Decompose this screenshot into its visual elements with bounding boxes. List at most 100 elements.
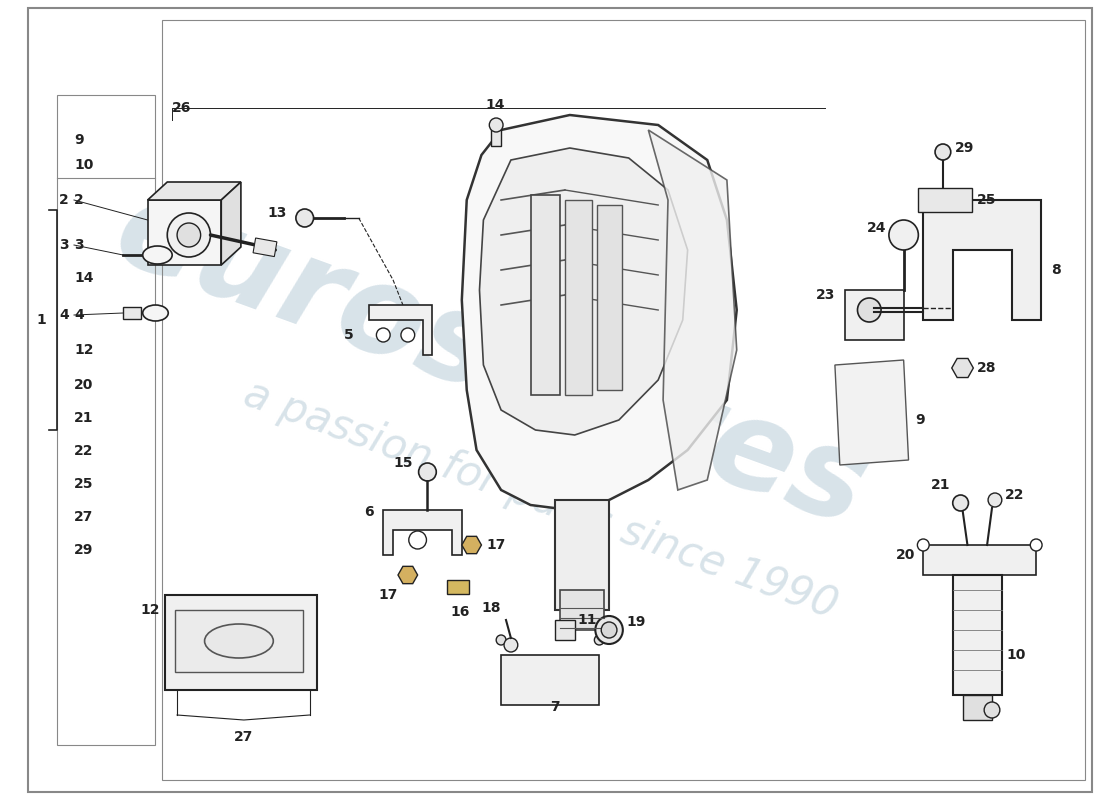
Circle shape (988, 493, 1002, 507)
Bar (492, 128, 502, 146)
Text: 2: 2 (59, 193, 69, 207)
Bar (123, 307, 141, 319)
Polygon shape (462, 115, 737, 510)
Text: 16: 16 (450, 605, 470, 619)
Text: 9: 9 (74, 133, 84, 147)
Bar (962, 695, 992, 720)
Bar (253, 238, 277, 257)
Circle shape (889, 220, 918, 250)
Text: 9: 9 (915, 413, 925, 427)
Text: 3: 3 (74, 238, 84, 252)
Bar (560, 590, 604, 630)
Text: 12: 12 (141, 603, 161, 617)
Text: 17: 17 (486, 538, 506, 552)
Polygon shape (368, 305, 432, 355)
Bar (597, 205, 622, 390)
Circle shape (917, 539, 930, 551)
Ellipse shape (143, 246, 173, 264)
Circle shape (167, 213, 210, 257)
Text: 10: 10 (74, 158, 94, 172)
Polygon shape (918, 188, 972, 212)
Text: 4: 4 (59, 308, 69, 322)
Text: 20: 20 (896, 548, 915, 562)
Text: 27: 27 (74, 510, 94, 524)
Bar (565, 200, 593, 395)
Circle shape (984, 702, 1000, 718)
Circle shape (490, 118, 503, 132)
Text: 24: 24 (867, 221, 886, 235)
Circle shape (296, 209, 314, 227)
Bar (556, 500, 609, 610)
Text: 21: 21 (932, 478, 950, 492)
Bar (147, 200, 221, 265)
Text: 4: 4 (74, 308, 84, 322)
Bar (953, 575, 1002, 695)
Polygon shape (845, 290, 903, 340)
Ellipse shape (143, 305, 168, 321)
Polygon shape (462, 536, 482, 554)
Text: 6: 6 (364, 505, 373, 519)
Text: eurospares: eurospares (99, 168, 883, 552)
Bar (923, 545, 1036, 575)
Bar (530, 195, 560, 395)
Bar (556, 620, 574, 640)
Text: 15: 15 (393, 456, 412, 470)
Circle shape (858, 298, 881, 322)
Circle shape (1031, 539, 1042, 551)
Text: 13: 13 (267, 206, 287, 220)
Text: 18: 18 (482, 601, 502, 615)
Text: 1: 1 (36, 313, 46, 327)
Text: 14: 14 (74, 271, 94, 285)
Text: 25: 25 (977, 193, 997, 207)
Text: 10: 10 (1006, 648, 1026, 662)
Polygon shape (952, 358, 974, 378)
Text: 14: 14 (485, 98, 505, 112)
Text: 12: 12 (74, 343, 94, 357)
Text: 29: 29 (74, 543, 94, 557)
Circle shape (953, 495, 968, 511)
Circle shape (400, 328, 415, 342)
Polygon shape (923, 200, 1041, 320)
Polygon shape (835, 360, 909, 465)
Text: 2: 2 (74, 193, 84, 207)
Circle shape (504, 638, 518, 652)
Text: 21: 21 (74, 411, 94, 425)
Text: 23: 23 (815, 288, 835, 302)
Polygon shape (398, 566, 418, 584)
Bar (165, 595, 318, 690)
Text: 22: 22 (1004, 488, 1024, 502)
Ellipse shape (205, 624, 273, 658)
Text: 22: 22 (74, 444, 94, 458)
Text: 19: 19 (627, 615, 646, 629)
Polygon shape (648, 130, 737, 490)
Text: 25: 25 (74, 477, 94, 491)
Text: 26: 26 (173, 101, 191, 115)
Bar (57, 95, 155, 745)
Circle shape (594, 635, 604, 645)
Circle shape (419, 463, 437, 481)
Circle shape (602, 622, 617, 638)
Polygon shape (221, 182, 241, 265)
Bar (447, 580, 469, 594)
Circle shape (409, 531, 427, 549)
Text: a passion for parts since 1990: a passion for parts since 1990 (238, 373, 843, 627)
Text: 8: 8 (1050, 263, 1060, 277)
Text: 27: 27 (234, 730, 253, 744)
Text: 20: 20 (74, 378, 94, 392)
Text: 17: 17 (378, 588, 398, 602)
Circle shape (595, 616, 623, 644)
Text: 11: 11 (578, 613, 597, 627)
Text: 3: 3 (59, 238, 69, 252)
Circle shape (496, 635, 506, 645)
Polygon shape (480, 148, 688, 435)
Polygon shape (383, 510, 462, 555)
Circle shape (935, 144, 950, 160)
Bar (502, 655, 600, 705)
Text: 29: 29 (955, 141, 975, 155)
Text: 28: 28 (977, 361, 997, 375)
Text: 5: 5 (344, 328, 354, 342)
Bar (163, 20, 1086, 780)
Circle shape (376, 328, 390, 342)
Polygon shape (147, 182, 241, 200)
Circle shape (177, 223, 200, 247)
